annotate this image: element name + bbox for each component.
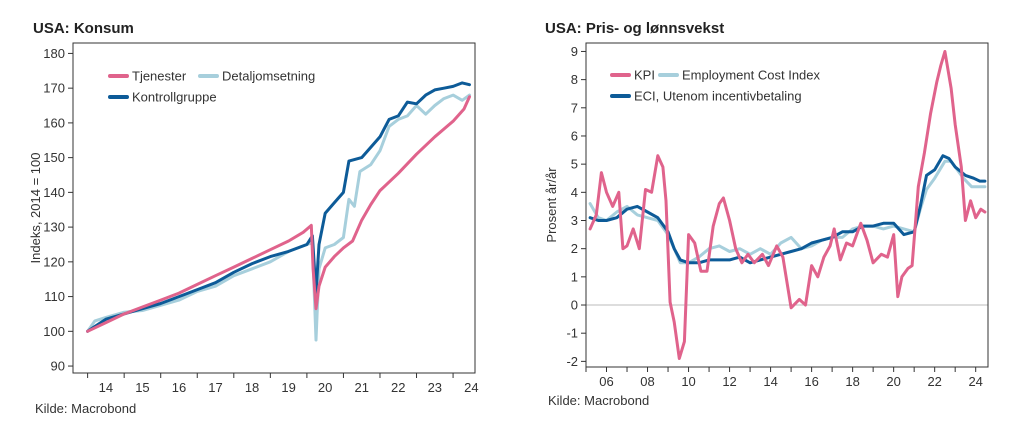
x-tick-label: 14 [99, 380, 113, 395]
price-wage-chart-panel: USA: Pris- og lønnsvekst -2 -1 0 1 2 3 4 5 6 7 8 9 P… [520, 0, 1025, 437]
y-tick-label: 150 [43, 150, 65, 165]
y-tick-label: 7 [571, 100, 578, 115]
y-tick-label: -2 [566, 354, 578, 369]
plot-frame [72, 42, 476, 374]
y-tick-label: 8 [571, 72, 578, 87]
legend-label: ECI, Utenom incentivbetaling [634, 89, 802, 104]
legend-label: Employment Cost Index [682, 68, 821, 83]
y-tick-label: 90 [51, 359, 65, 374]
chart-source: Kilde: Macrobond [548, 393, 650, 408]
x-tick-label: 17 [208, 380, 222, 395]
x-tick-label: 21 [354, 380, 368, 395]
y-tick-label: 0 [571, 298, 578, 313]
x-tick-label: 16 [804, 374, 818, 389]
x-tick-label: 18 [845, 374, 859, 389]
x-tick-label: 12 [722, 374, 736, 389]
x-tick-label: 24 [968, 374, 982, 389]
chart-title: USA: Konsum [33, 20, 134, 37]
x-tick-label: 23 [428, 380, 442, 395]
y-tick-label: 3 [571, 213, 578, 228]
y-tick-label: 100 [43, 324, 65, 339]
y-tick-label: 6 [571, 128, 578, 143]
legend-label: Tjenester [132, 69, 187, 84]
y-axis-title: Indeks, 2014 = 100 [28, 153, 43, 264]
y-tick-label: 130 [43, 220, 65, 235]
series-line-detaljomsetning [86, 93, 471, 342]
y-tick-label: 160 [43, 115, 65, 130]
chart-title: USA: Pris- og lønnsvekst [545, 20, 725, 37]
y-axis-title: Prosent år/år [544, 167, 559, 243]
series-line-employment-cost-index [588, 159, 987, 265]
y-tick-label: 4 [571, 185, 578, 200]
y-tick-label: -1 [566, 326, 578, 341]
x-tick-label: 18 [245, 380, 259, 395]
x-tick-label: 20 [886, 374, 900, 389]
x-tick-label: 19 [281, 380, 295, 395]
y-tick-label: 2 [571, 241, 578, 256]
x-tick-label: 20 [318, 380, 332, 395]
consumption-chart: 90 100 110 120 130 140 150 160 170 180 Indeks, 201… [28, 42, 479, 395]
y-tick-label: 5 [571, 157, 578, 172]
x-tick-label: 06 [599, 374, 613, 389]
y-tick-label: 110 [44, 289, 65, 304]
x-tick-label: 24 [464, 380, 478, 395]
x-tick-label: 08 [640, 374, 654, 389]
x-tick-label: 22 [391, 380, 405, 395]
y-tick-label: 180 [43, 46, 65, 61]
legend-label: KPI [634, 68, 655, 83]
y-tick-label: 140 [43, 185, 65, 200]
legend-label: Detaljomsetning [222, 69, 315, 84]
series-line-kontrollgruppe [86, 81, 471, 333]
consumption-chart-panel: USA: Konsum 90 100 110 120 130 140 150 160 170 18… [0, 0, 500, 437]
y-tick-label: 120 [43, 254, 65, 269]
x-tick-label: 15 [135, 380, 149, 395]
x-tick-label: 16 [172, 380, 186, 395]
y-tick-label: 170 [43, 81, 65, 96]
series-line-tjenester [86, 95, 471, 333]
x-tick-label: 10 [681, 374, 695, 389]
y-tick-label: 9 [571, 44, 578, 59]
legend-label: Kontrollgruppe [132, 90, 217, 105]
chart-source: Kilde: Macrobond [35, 401, 137, 416]
x-tick-label: 22 [927, 374, 941, 389]
plot-frame [585, 42, 989, 368]
x-tick-label: 14 [763, 374, 777, 389]
series-line-kpi [588, 50, 987, 360]
y-tick-label: 1 [571, 269, 578, 284]
series-line-eci-utenom-incentivbetaling [588, 154, 987, 265]
